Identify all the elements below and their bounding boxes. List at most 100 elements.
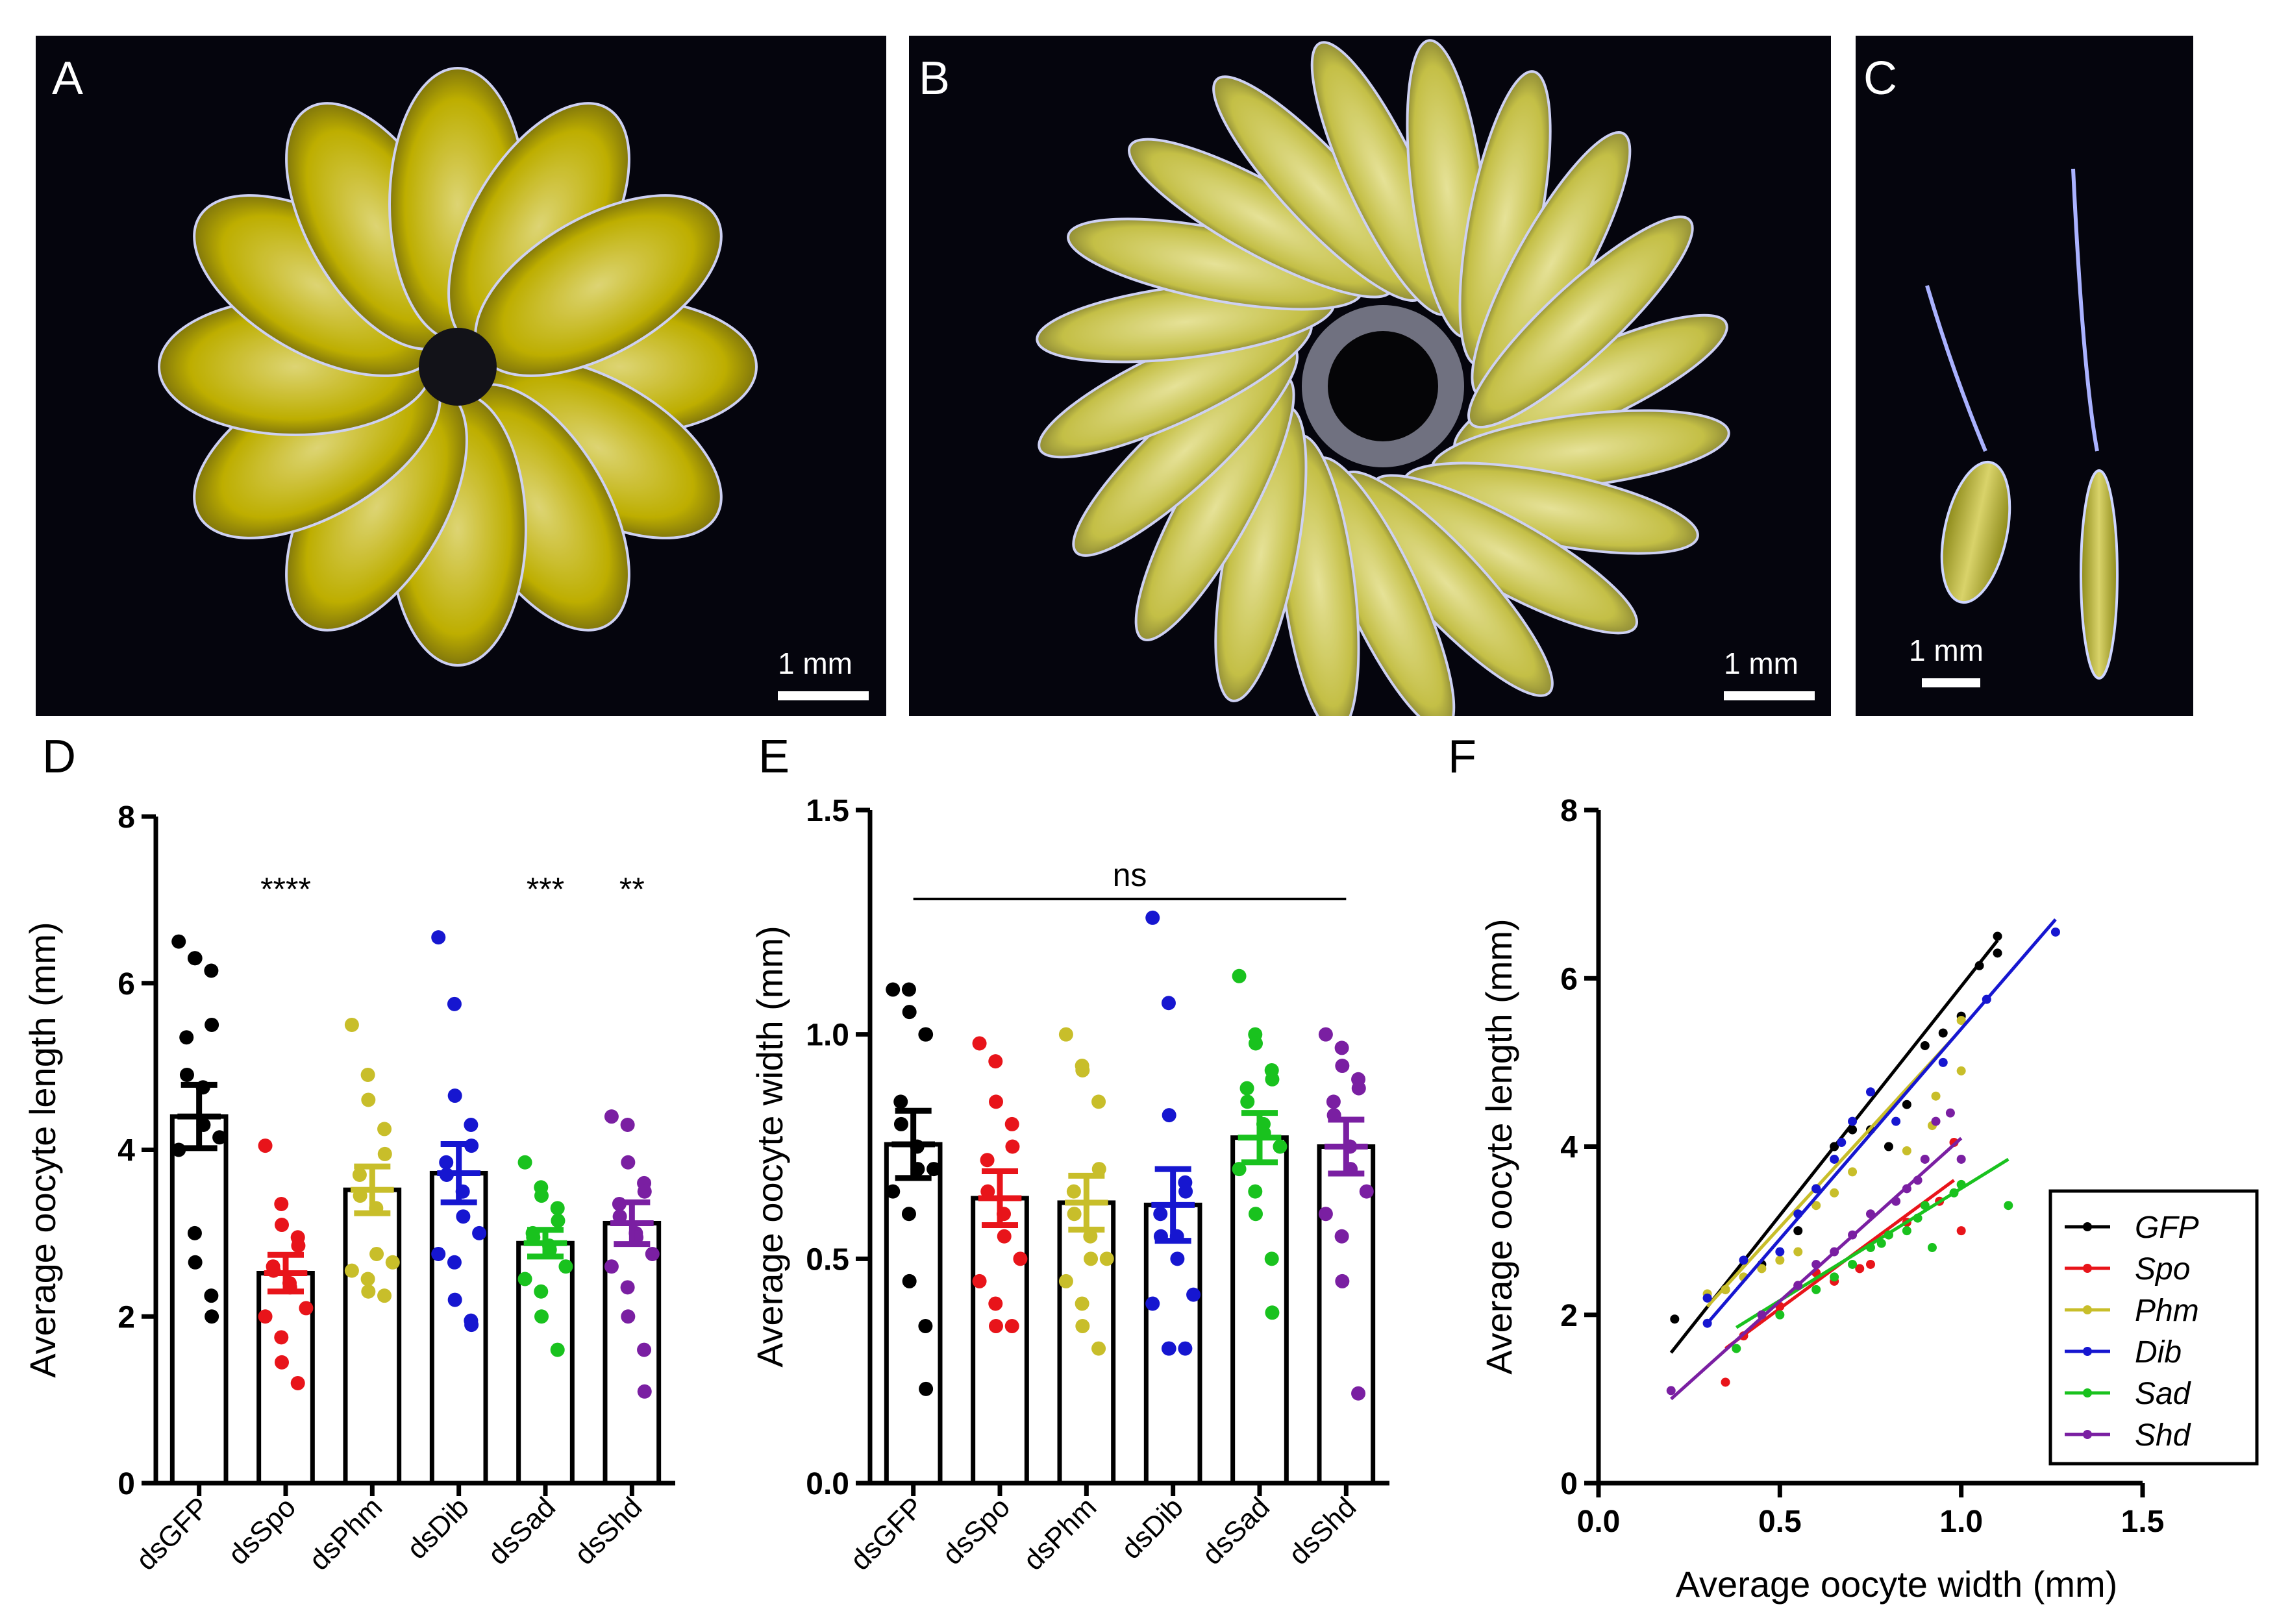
data-point-e — [989, 1094, 1003, 1109]
scatter-point-sad — [1902, 1226, 1911, 1236]
scatter-point-dib — [1702, 1318, 1712, 1328]
scatter-point-gfp — [1938, 1028, 1948, 1038]
data-point-d — [534, 1309, 549, 1324]
scatter-point-gfp — [1830, 1142, 1839, 1151]
fit-line-phm — [1706, 1036, 1956, 1308]
data-point-e — [1326, 1094, 1341, 1109]
legend-label-dib: Dib — [2135, 1335, 2182, 1370]
data-point-e — [886, 982, 901, 997]
legend-label-spo: Spo — [2135, 1252, 2190, 1286]
data-point-d — [558, 1259, 573, 1274]
scatter-point-shd — [1866, 1209, 1875, 1219]
data-point-d — [291, 1238, 306, 1253]
scatter-point-sad — [2004, 1201, 2013, 1211]
scatter-point-dib — [1775, 1247, 1785, 1257]
scatter-point-shd — [1891, 1196, 1901, 1206]
data-point-d — [464, 1318, 479, 1333]
scale-label-b: 1 mm — [1724, 646, 1798, 680]
data-point-e — [1334, 1229, 1349, 1244]
scatter-point-sad — [1876, 1238, 1886, 1248]
scatter-point-phm — [1956, 1016, 1966, 1026]
scale-bar-c — [1922, 678, 1980, 687]
data-point-d — [344, 1263, 359, 1278]
scatter-point-phm — [1848, 1167, 1858, 1177]
data-point-e — [1351, 1386, 1366, 1401]
scatter-point-sad — [1830, 1272, 1839, 1282]
data-point-e — [1066, 1184, 1081, 1199]
legend-marker-shd — [2083, 1430, 2092, 1439]
x-tick-label-e: dsSpo — [936, 1491, 1016, 1571]
data-point-d — [464, 1117, 479, 1132]
data-point-e — [988, 1296, 1003, 1311]
legend-marker-spo — [2083, 1264, 2092, 1273]
data-point-e — [980, 1153, 995, 1168]
x-axis-label-f: Average oocyte width (mm) — [1676, 1564, 2118, 1605]
y-tick-label-f: 8 — [1560, 794, 1578, 828]
data-point-e — [1178, 1341, 1193, 1356]
data-point-d — [456, 1209, 471, 1224]
data-point-e — [1075, 1063, 1090, 1077]
legend-box — [2048, 1189, 2259, 1466]
data-point-d — [361, 1092, 376, 1107]
scatter-point-dib — [1938, 1057, 1948, 1067]
y-tick-label-f: 2 — [1560, 1299, 1578, 1333]
x-tick-label-d: dsShd — [569, 1491, 649, 1571]
scatter-point-phm — [1811, 1201, 1821, 1211]
scatter-point-shd — [1920, 1154, 1930, 1164]
scatter-point-shd — [1956, 1154, 1966, 1164]
data-point-e — [901, 982, 916, 997]
data-point-e — [1067, 1207, 1082, 1222]
bar-d — [169, 1114, 229, 1486]
data-point-d — [205, 1017, 219, 1032]
data-point-d — [534, 1188, 549, 1203]
data-point-d — [447, 1292, 462, 1307]
data-point-d — [290, 1375, 305, 1390]
data-point-d — [352, 1168, 367, 1183]
scatter-point-gfp — [1670, 1314, 1680, 1324]
data-point-e — [1264, 1251, 1279, 1266]
x-tick-label-f: 0.5 — [1758, 1505, 1802, 1539]
y-axis-label-f: Average oocyte length (mm) — [1478, 918, 1519, 1374]
ns-label-e: ns — [1113, 857, 1147, 893]
data-point-d — [637, 1184, 652, 1199]
scale-label-a: 1 mm — [778, 646, 852, 680]
data-point-e — [972, 1036, 987, 1051]
data-point-d — [188, 1255, 203, 1270]
data-point-d — [447, 996, 462, 1011]
data-point-e — [1170, 1251, 1185, 1266]
scatter-point-shd — [1848, 1230, 1858, 1240]
data-point-d — [299, 1301, 314, 1316]
data-point-d — [620, 1280, 635, 1295]
y-axis-label-e: Average oocyte width (mm) — [749, 926, 790, 1368]
significance-label-d: ** — [619, 871, 645, 907]
data-point-e — [1083, 1229, 1098, 1244]
data-point-d — [645, 1246, 660, 1261]
bar-e — [1057, 1200, 1116, 1486]
x-tick-label-e: dsPhm — [1017, 1491, 1102, 1576]
ovary-center-b — [1328, 331, 1438, 441]
oocyte-left — [1940, 460, 2011, 604]
scatter-point-phm — [1902, 1146, 1911, 1155]
scatter-point-shd — [1945, 1108, 1955, 1118]
data-point-e — [1335, 1059, 1350, 1074]
data-point-e — [893, 1094, 908, 1109]
data-point-e — [1335, 1273, 1350, 1288]
panel-label-d: D — [42, 731, 76, 783]
ovary-image-b — [1036, 39, 1730, 716]
data-point-d — [377, 1288, 392, 1303]
data-point-e — [1162, 1108, 1176, 1123]
data-point-e — [1232, 968, 1247, 983]
data-point-d — [360, 1067, 375, 1082]
data-point-e — [1091, 1162, 1106, 1177]
data-point-d — [344, 1017, 359, 1032]
data-point-d — [204, 963, 219, 978]
y-axis-label-d: Average oocyte length (mm) — [22, 922, 63, 1377]
data-point-d — [431, 1246, 446, 1261]
legend-marker-sad — [2083, 1388, 2092, 1397]
legend-label-gfp: GFP — [2135, 1211, 2199, 1245]
scatter-point-phm — [1793, 1247, 1803, 1257]
data-point-e — [1239, 1081, 1254, 1096]
data-point-e — [1265, 1305, 1280, 1320]
scatter-point-sad — [1949, 1188, 1959, 1198]
x-tick-label-d: dsPhm — [303, 1491, 388, 1576]
